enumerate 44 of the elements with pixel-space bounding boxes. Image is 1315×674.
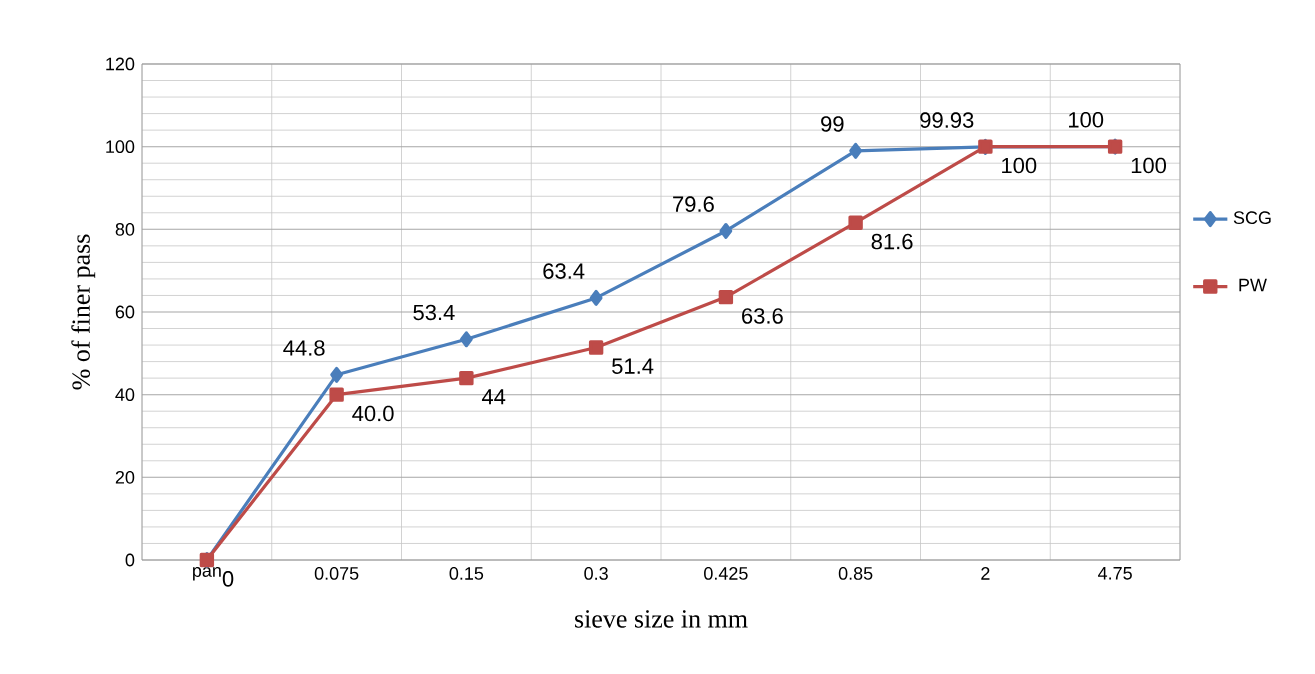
data-label: 99 (821, 116, 844, 132)
y-tick-label: 120 (106, 57, 135, 71)
x-tick-label: 0.425 (704, 567, 748, 580)
data-label: 44 (481, 389, 506, 405)
x-axis-title: sieve size in mm (575, 610, 748, 628)
data-label: 44.8 (283, 340, 325, 356)
data-label: 53.4 (413, 304, 455, 321)
data-label: 100 (1069, 112, 1104, 128)
data-label: 100 (1131, 157, 1167, 174)
y-tick-label: 60 (115, 305, 135, 319)
point (589, 289, 603, 306)
data-label: 81.6 (871, 233, 913, 250)
y-tick-label: 80 (115, 222, 135, 236)
x-tick-label: 0.3 (584, 567, 608, 580)
legend-label: SCG (1233, 211, 1271, 225)
data-label: 0 (222, 571, 234, 587)
data-label: 40.0 (352, 405, 394, 422)
y-tick-label: 20 (115, 470, 135, 484)
data-label: 79.6 (673, 196, 714, 212)
x-tick-label: 0.15 (449, 567, 484, 580)
point (849, 142, 863, 159)
point (330, 366, 344, 383)
point (848, 215, 863, 230)
y-tick-label: 100 (106, 140, 135, 154)
point (459, 331, 473, 348)
data-label: 51.4 (612, 358, 654, 374)
legend-label: PW (1239, 278, 1267, 292)
point (719, 222, 733, 239)
point (459, 370, 474, 386)
y-tick-label: 40 (115, 388, 135, 402)
data-label: 100 (1002, 157, 1037, 174)
point (329, 387, 344, 402)
y-axis-title: % of finer pass (71, 234, 96, 390)
point (718, 289, 734, 305)
x-tick-label: 2 (981, 567, 990, 580)
data-label: 63.4 (543, 263, 585, 279)
y-tick-label: 0 (125, 553, 135, 567)
x-tick-label: pan (193, 567, 221, 581)
x-tick-label: 0.85 (838, 567, 873, 580)
x-tick-label: 4.75 (1098, 567, 1132, 580)
point (588, 340, 604, 355)
data-label: 63.6 (742, 308, 783, 324)
data-label: 99.93 (920, 112, 974, 128)
x-tick-label: 0.075 (314, 567, 359, 580)
